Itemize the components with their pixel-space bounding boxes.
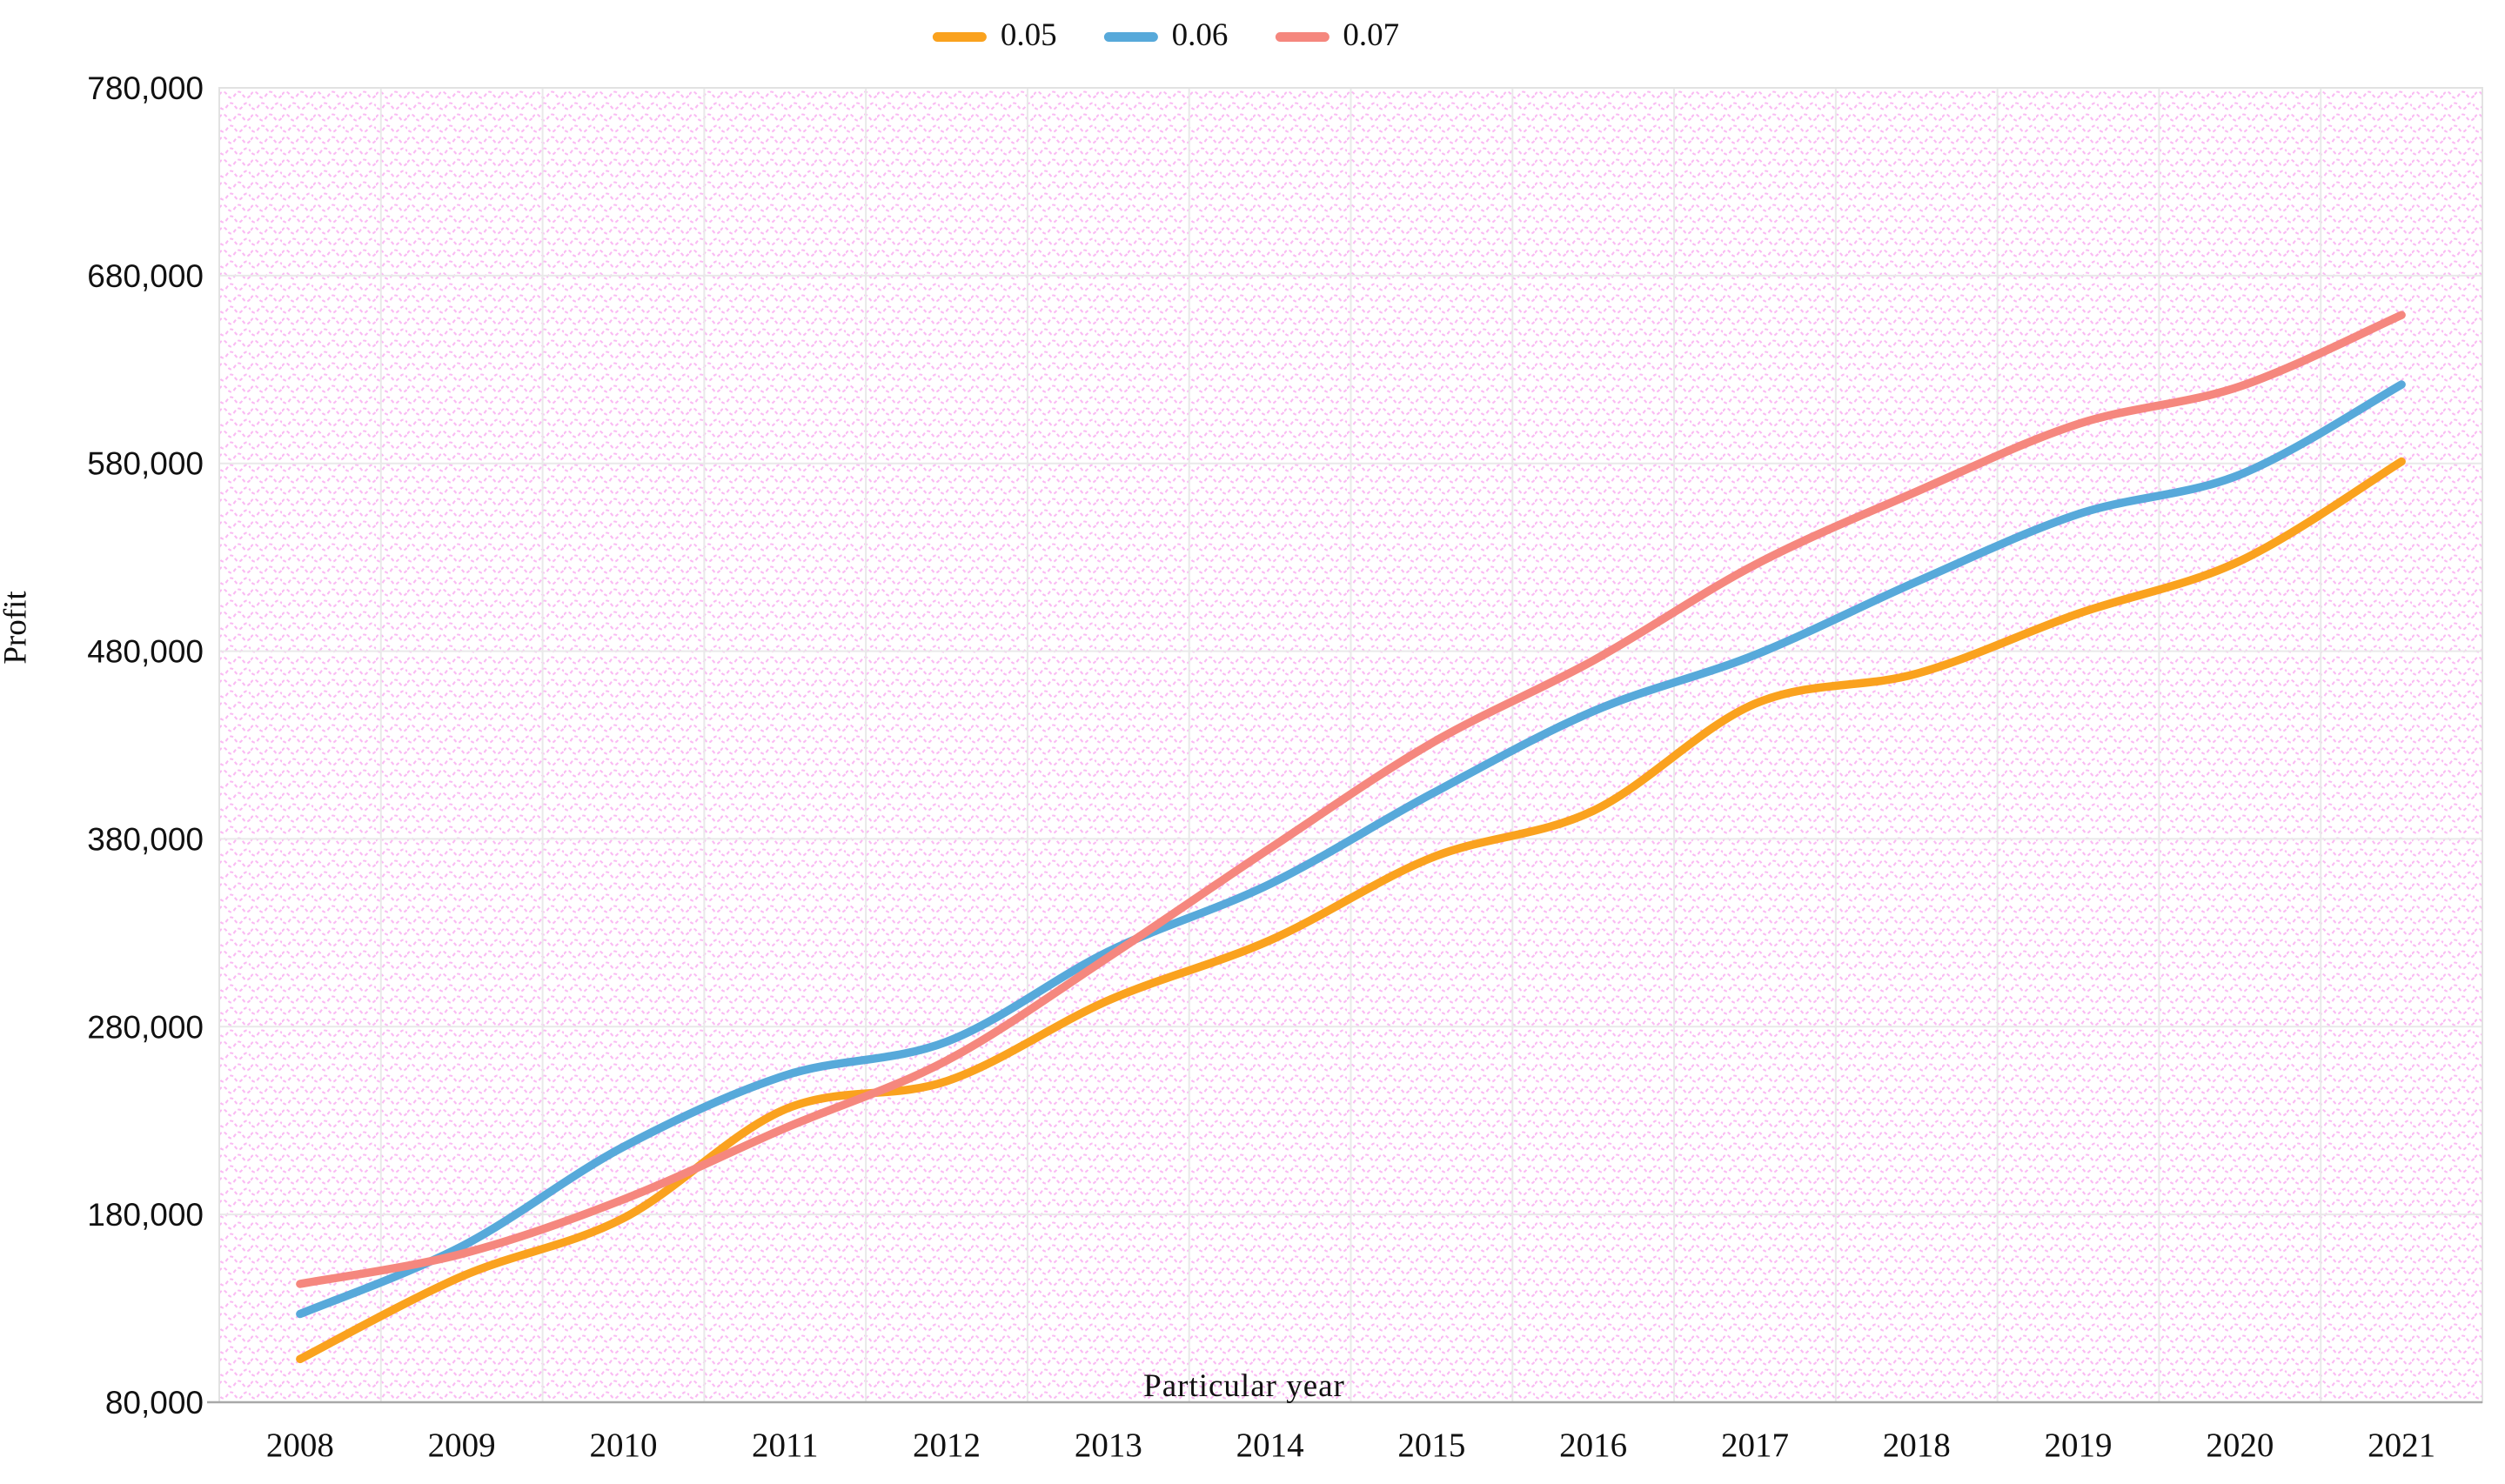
x-tick-label: 2011 [752,1427,819,1464]
legend-swatch-0.05 [932,32,987,42]
x-tick-label: 2009 [428,1427,496,1464]
x-tick-label: 2014 [1236,1427,1304,1464]
series-line-0.05 [296,457,2406,1364]
y-tick-label: 180,000 [87,1197,204,1233]
y-tick-label: 680,000 [87,258,204,294]
series-line-0.06 [296,380,2406,1319]
x-tick-label: 2015 [1397,1427,1465,1464]
legend-item-0.07: 0.07 [1275,17,1400,53]
x-tick-label: 2010 [589,1427,657,1464]
x-tick-label: 2019 [2045,1427,2113,1464]
y-tick-label: 480,000 [87,634,204,670]
x-tick-label: 2018 [1883,1427,1951,1464]
legend-label: 0.06 [1171,17,1229,53]
legend-item-0.06: 0.06 [1103,17,1229,53]
series-lines [296,311,2406,1364]
x-tick-label: 2012 [913,1427,981,1464]
x-axis-tick-labels: 2008 2009 2010 2011 2012 2013 2014 2015 2016 2017… [266,1427,2435,1464]
x-tick-label: 2008 [266,1427,334,1464]
x-tick-label: 2016 [1559,1427,1627,1464]
x-tick-label: 2013 [1075,1427,1142,1464]
series-line-0.07 [296,311,2406,1288]
gridlines [207,87,2483,1404]
legend-label: 0.05 [1000,17,1057,53]
legend-swatch-0.06 [1103,32,1158,42]
y-tick-label: 80,000 [105,1385,204,1420]
y-axis-tick-labels: 80,000 180,000 280,000 380,000 480,000 580,00… [87,70,204,1420]
legend-item-0.05: 0.05 [932,17,1057,53]
y-tick-label: 280,000 [87,1009,204,1045]
chart-legend: 0.05 0.06 0.07 [932,17,1400,53]
x-tick-label: 2021 [2368,1427,2435,1464]
legend-swatch-0.07 [1275,32,1330,42]
x-axis-title: Particular year [1143,1368,1345,1404]
x-tick-label: 2020 [2206,1427,2274,1464]
y-tick-label: 780,000 [87,70,204,106]
y-tick-label: 380,000 [87,821,204,857]
legend-label: 0.07 [1343,17,1400,53]
x-tick-label: 2017 [1721,1427,1789,1464]
y-tick-label: 580,000 [87,446,204,482]
